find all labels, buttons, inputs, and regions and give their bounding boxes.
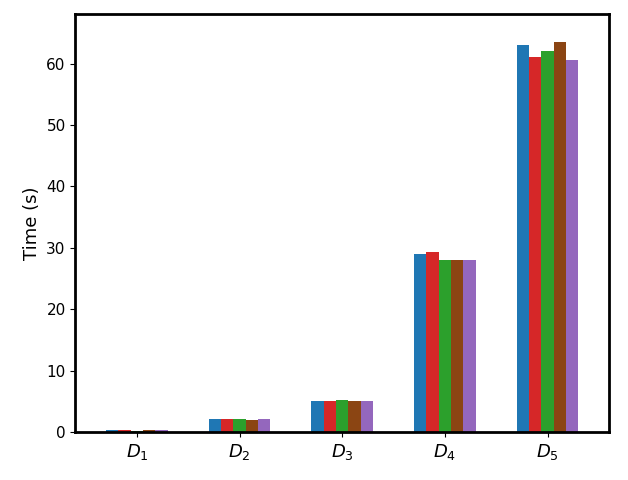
Bar (234, 420, 246, 432)
Bar (106, 430, 119, 432)
Bar (439, 260, 451, 432)
Bar (541, 51, 554, 432)
Bar (221, 419, 234, 432)
Bar (414, 254, 426, 432)
Bar (119, 430, 131, 432)
Bar (258, 420, 271, 432)
Bar (156, 431, 168, 432)
Bar (360, 401, 373, 432)
Bar (529, 58, 541, 432)
Bar (463, 260, 476, 432)
Bar (336, 400, 349, 432)
Bar (131, 431, 143, 432)
Y-axis label: Time (s): Time (s) (23, 186, 41, 260)
Bar (426, 252, 439, 432)
Bar (451, 260, 463, 432)
Bar (566, 60, 578, 432)
Bar (311, 401, 324, 432)
Bar (517, 45, 529, 432)
Bar (349, 401, 360, 432)
Bar (208, 419, 221, 432)
Bar (554, 42, 566, 432)
Bar (143, 430, 156, 432)
Bar (324, 401, 336, 432)
Bar (246, 420, 258, 432)
